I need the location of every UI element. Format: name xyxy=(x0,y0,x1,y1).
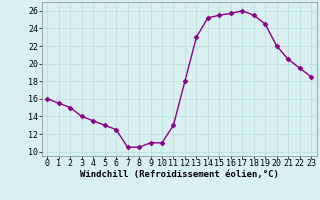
X-axis label: Windchill (Refroidissement éolien,°C): Windchill (Refroidissement éolien,°C) xyxy=(80,170,279,179)
